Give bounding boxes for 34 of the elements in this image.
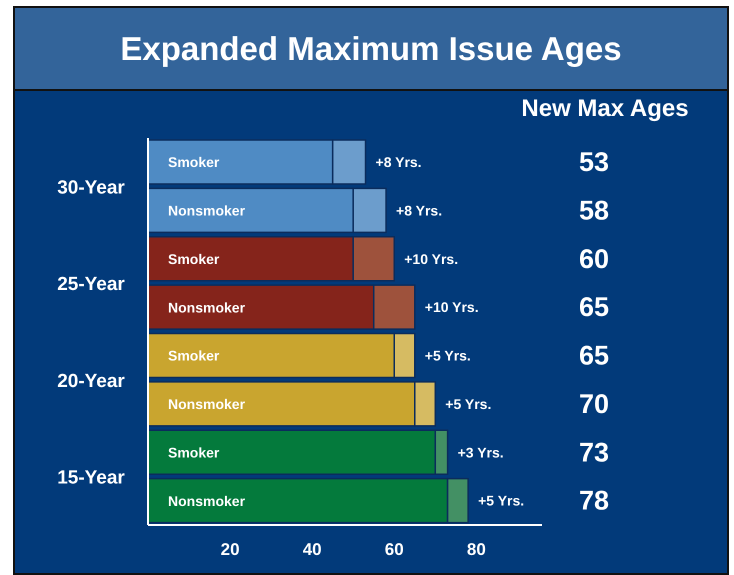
x-tick-label: 80 xyxy=(466,540,486,560)
text: 65 xyxy=(578,340,610,370)
text: 53 xyxy=(578,147,610,177)
data-label: +8 Yrs. xyxy=(376,154,422,170)
text: 20-Year xyxy=(57,370,126,392)
y-tick-label: Smoker xyxy=(168,154,220,170)
y-tick-label: Nonsmoker xyxy=(168,396,246,412)
data-label: +5 Yrs. xyxy=(478,492,524,509)
text: 70 xyxy=(578,388,610,419)
text: 60 xyxy=(578,244,610,274)
text: 58 xyxy=(578,195,610,226)
data-label: +3 Yrs. xyxy=(458,444,504,460)
text: 30-Year xyxy=(57,177,126,198)
y-tick-label: Smoker xyxy=(168,348,220,364)
data-label: +8 Yrs. xyxy=(396,202,442,218)
x-tick-label: 40 xyxy=(302,540,322,560)
chart-title: Expanded Maximum Issue Ages xyxy=(120,30,622,68)
y-tick-label: Nonsmoker xyxy=(168,299,246,316)
text: 78 xyxy=(578,486,610,516)
data-label: +5 Yrs. xyxy=(445,396,492,412)
x-tick-label: 60 xyxy=(384,540,404,560)
text: 25-Year xyxy=(57,274,126,296)
data-label: +10 Yrs. xyxy=(424,299,479,316)
text: 65 xyxy=(578,292,610,322)
x-tick-label: 20 xyxy=(220,540,240,560)
text: 15-Year xyxy=(57,468,126,489)
text: New Max Ages xyxy=(520,95,690,123)
data-label: +10 Yrs. xyxy=(404,250,458,267)
text: 73 xyxy=(578,437,610,468)
y-tick-label: Nonsmoker xyxy=(168,202,246,219)
data-label: +5 Yrs. xyxy=(424,348,471,364)
y-tick-label: Smoker xyxy=(168,250,220,267)
y-tick-label: Nonsmoker xyxy=(168,492,246,509)
y-tick-label: Smoker xyxy=(168,444,220,460)
